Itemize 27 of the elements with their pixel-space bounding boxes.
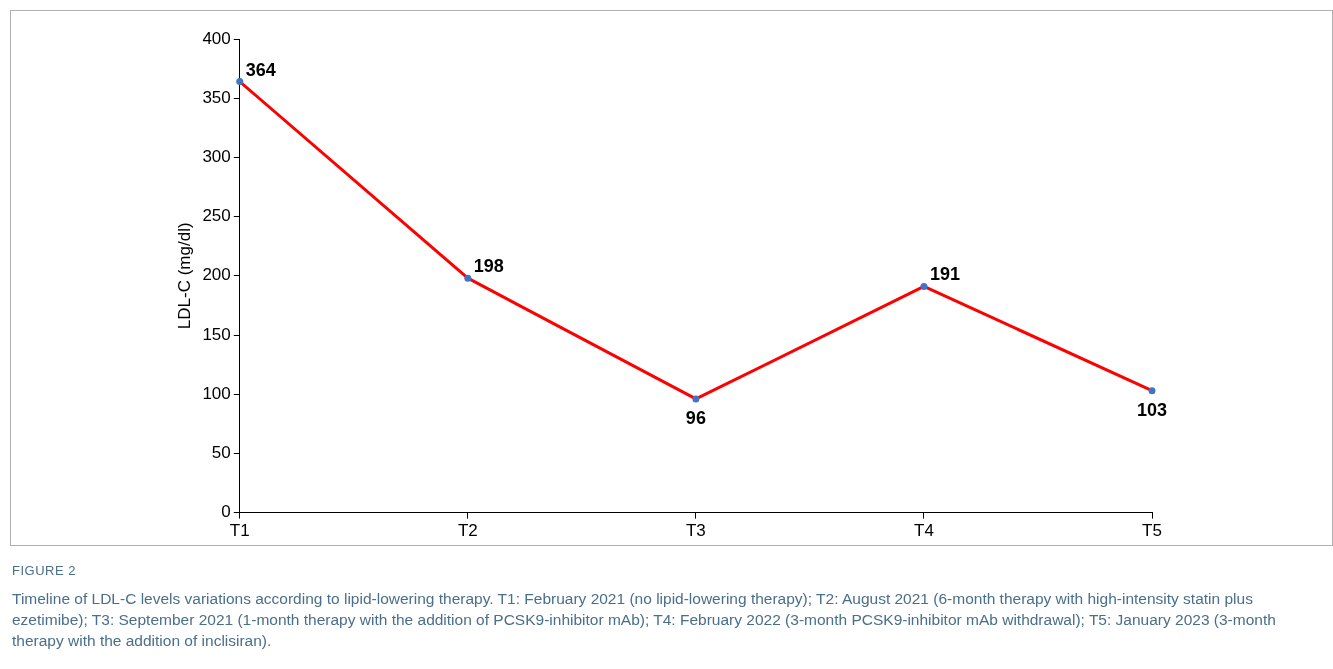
x-tick-label: T1 xyxy=(229,521,250,541)
data-label: 96 xyxy=(685,407,706,428)
x-tick-label: T5 xyxy=(1142,521,1162,541)
y-tick-label: 0 xyxy=(221,502,231,522)
point xyxy=(464,274,472,282)
point xyxy=(1148,387,1156,395)
data-label: 191 xyxy=(929,264,960,285)
y-tick-label: 400 xyxy=(202,28,231,48)
text: FIGURE 2 xyxy=(12,563,76,578)
y-tick-label: 350 xyxy=(202,87,231,107)
y-tick-label: 200 xyxy=(202,265,231,285)
x-tick-label: T2 xyxy=(457,521,478,541)
x-tick-label: T3 xyxy=(685,521,706,541)
x-tick-label: T4 xyxy=(914,521,934,541)
point xyxy=(920,282,928,290)
y-tick-label: 300 xyxy=(202,147,231,167)
data-label: 103 xyxy=(1136,399,1168,420)
y-axis-title: LDL-C (mg/dl) xyxy=(174,222,194,330)
data-label: 198 xyxy=(473,256,504,277)
y-tick-label: 50 xyxy=(211,443,231,463)
y-tick-label: 100 xyxy=(202,383,231,403)
y-tick-label: 150 xyxy=(202,324,231,344)
y-tick-label: 250 xyxy=(202,206,231,226)
point xyxy=(236,78,244,86)
point xyxy=(692,395,700,403)
text: Timeline of LDL-C levels variations according to lipid-lowering therapy. T1: February 2021 (no lipid-lowering therapy); T2: August 2021 (6-month therapy with high-intensity statin plus ezetimibe); T3: September 2021 (1-month therapy with the addition of PCSK9-inhibitor mAb); T4: February 2022 (3-month PCSK9-inhibitor mAb withdrawal); T5: January 2023 (3-month therapy with the addition of inclisiran). xyxy=(12,589,1277,651)
data-label: 364 xyxy=(245,59,276,80)
